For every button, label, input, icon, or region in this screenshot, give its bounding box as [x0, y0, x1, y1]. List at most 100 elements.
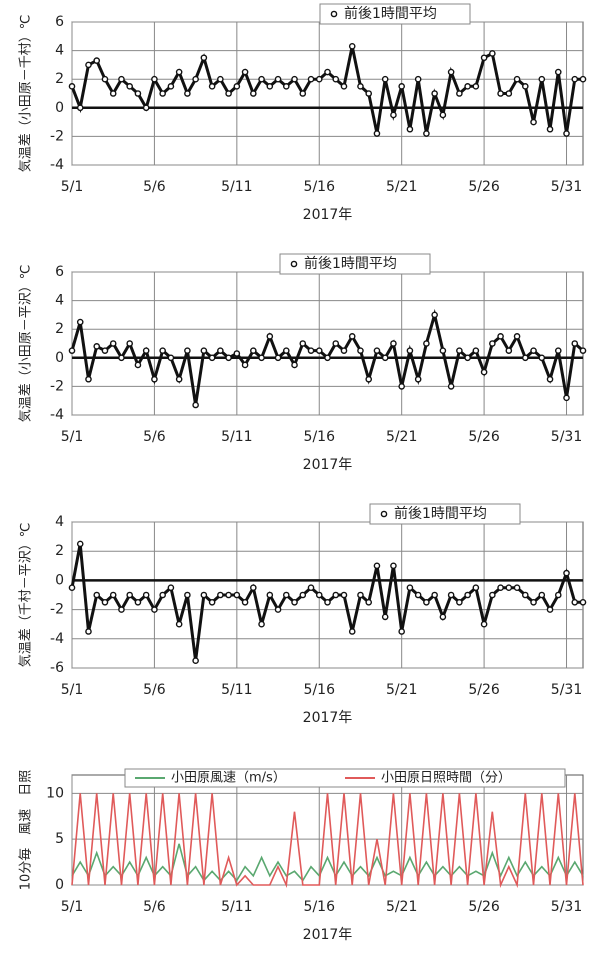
data-point	[266, 591, 274, 599]
data-point	[414, 375, 422, 383]
data-point	[579, 599, 587, 606]
y-tick-label: 0	[55, 877, 64, 893]
data-point	[159, 90, 166, 97]
y-tick-label: 0	[55, 100, 64, 116]
data-point	[274, 606, 282, 613]
legend-marker	[330, 10, 338, 18]
data-point	[217, 347, 224, 354]
data-point	[282, 347, 290, 354]
y-axis-label: 10分毎 風速 日照	[18, 770, 34, 891]
data-point	[439, 613, 447, 621]
data-point	[76, 318, 84, 326]
data-point	[167, 83, 175, 90]
data-point	[307, 347, 315, 354]
y-tick-label: 2	[55, 543, 64, 559]
data-point	[538, 354, 546, 362]
x-tick-label: 5/11	[221, 179, 252, 195]
x-tick-label: 5/21	[386, 179, 417, 195]
data-point	[365, 599, 373, 606]
data-point	[464, 83, 471, 90]
data-point	[159, 347, 166, 354]
y-tick-label: 4	[55, 514, 64, 530]
y-tick-label: -2	[50, 602, 64, 618]
data-point	[324, 68, 331, 76]
data-point	[118, 75, 125, 83]
data-point	[225, 90, 232, 97]
data-point	[431, 311, 438, 319]
y-axis-label: 気温差（小田原－千村）℃	[18, 15, 34, 173]
data-point	[208, 599, 216, 606]
data-point	[472, 584, 480, 592]
data-point	[513, 75, 521, 83]
data-point	[406, 347, 414, 354]
y-tick-label: -4	[50, 631, 64, 647]
data-point	[357, 347, 364, 354]
plot-frame	[71, 521, 584, 669]
data-point	[109, 591, 117, 599]
data-point	[390, 562, 397, 570]
x-axis-label: 2017年	[303, 457, 353, 473]
data-point	[76, 540, 84, 548]
data-point	[381, 75, 389, 83]
x-tick-label: 5/16	[304, 899, 336, 915]
data-point	[390, 111, 397, 119]
legend-label: 前後1時間平均	[304, 255, 397, 272]
legend-label: 前後1時間平均	[394, 505, 487, 522]
data-point	[332, 591, 340, 599]
data-point	[340, 347, 348, 354]
data-point	[357, 83, 364, 90]
data-point	[299, 340, 307, 347]
data-point	[282, 591, 290, 599]
data-point	[398, 83, 405, 90]
data-point	[357, 591, 364, 599]
data-point	[381, 613, 389, 621]
data-point	[497, 333, 504, 340]
x-tick-label: 5/1	[61, 179, 84, 195]
x-tick-label: 5/1	[61, 429, 84, 445]
data-point	[571, 75, 579, 83]
y-tick-label: 10	[46, 785, 64, 801]
data-point	[447, 383, 455, 390]
legend-box	[369, 503, 521, 525]
x-tick-label: 5/31	[551, 682, 582, 698]
panel: -4 -2 0 2 4 6 5/1 5/6 5/11 5/16 5/21 5/26 5/31 2017年 気…	[18, 3, 587, 223]
data-point	[423, 340, 430, 347]
data-point	[472, 83, 480, 90]
data-point	[151, 375, 158, 383]
data-point	[258, 354, 265, 362]
data-point	[241, 599, 249, 606]
x-axis-label: 2017年	[303, 927, 353, 943]
legend-marker	[290, 260, 298, 268]
data-point	[250, 90, 257, 97]
data-point	[480, 54, 488, 62]
y-tick-label: 2	[55, 71, 64, 87]
y-tick-label: 6	[55, 14, 64, 30]
data-point	[554, 68, 562, 76]
y-tick-label: -6	[50, 660, 64, 676]
data-point	[538, 591, 546, 599]
data-point	[554, 347, 562, 354]
data-point	[175, 375, 183, 383]
x-tick-label: 5/11	[221, 429, 252, 445]
data-point	[76, 104, 84, 112]
y-tick-label: 4	[55, 293, 64, 309]
data-point	[142, 347, 150, 354]
data-point	[142, 591, 150, 599]
data-point	[423, 599, 430, 606]
data-point	[522, 591, 529, 599]
y-axis-label: 気温差（千村－平沢）℃	[18, 523, 34, 668]
legend-label: 小田原風速（m/s）	[171, 771, 286, 786]
data-point	[530, 118, 537, 126]
data-point	[513, 584, 521, 592]
data-point	[505, 584, 513, 592]
data-point	[505, 90, 513, 97]
data-point	[332, 75, 340, 83]
data-point	[68, 83, 76, 90]
y-tick-label: 0	[55, 350, 64, 366]
data-point	[101, 75, 109, 83]
x-axis-label: 2017年	[303, 207, 353, 223]
data-point	[489, 50, 496, 57]
data-point	[233, 591, 241, 599]
data-point	[126, 83, 133, 90]
